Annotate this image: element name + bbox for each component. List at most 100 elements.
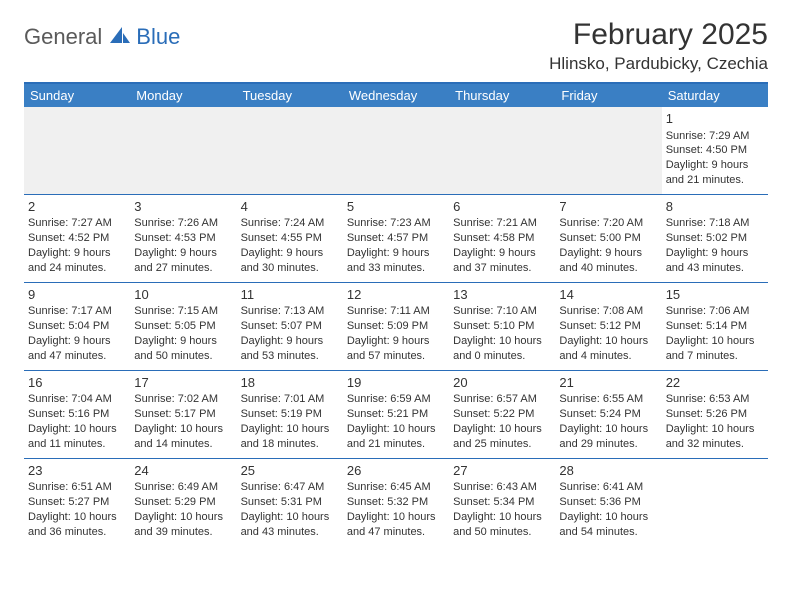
sunrise-text: Sunrise: 6:57 AM	[453, 392, 551, 407]
day-number: 21	[559, 374, 657, 392]
calendar-cell: 1Sunrise: 7:29 AMSunset: 4:50 PMDaylight…	[662, 107, 768, 194]
calendar-cell: 3Sunrise: 7:26 AMSunset: 4:53 PMDaylight…	[130, 194, 236, 282]
daylight-text: Daylight: 10 hours and 32 minutes.	[666, 422, 764, 452]
sunset-text: Sunset: 5:36 PM	[559, 495, 657, 510]
day-number: 16	[28, 374, 126, 392]
sunset-text: Sunset: 5:00 PM	[559, 231, 657, 246]
calendar-cell: 8Sunrise: 7:18 AMSunset: 5:02 PMDaylight…	[662, 194, 768, 282]
sunset-text: Sunset: 5:31 PM	[241, 495, 339, 510]
sunrise-text: Sunrise: 7:10 AM	[453, 304, 551, 319]
weekday-header: Friday	[555, 84, 661, 107]
calendar-cell: 14Sunrise: 7:08 AMSunset: 5:12 PMDayligh…	[555, 282, 661, 370]
calendar-cell: 22Sunrise: 6:53 AMSunset: 5:26 PMDayligh…	[662, 370, 768, 458]
calendar-cell	[449, 107, 555, 194]
calendar-cell: 28Sunrise: 6:41 AMSunset: 5:36 PMDayligh…	[555, 458, 661, 545]
sunrise-text: Sunrise: 7:21 AM	[453, 216, 551, 231]
calendar-cell: 24Sunrise: 6:49 AMSunset: 5:29 PMDayligh…	[130, 458, 236, 545]
calendar-cell: 6Sunrise: 7:21 AMSunset: 4:58 PMDaylight…	[449, 194, 555, 282]
calendar-cell	[662, 458, 768, 545]
calendar-cell: 25Sunrise: 6:47 AMSunset: 5:31 PMDayligh…	[237, 458, 343, 545]
sunset-text: Sunset: 4:57 PM	[347, 231, 445, 246]
sunset-text: Sunset: 5:05 PM	[134, 319, 232, 334]
weekday-header: Wednesday	[343, 84, 449, 107]
sunset-text: Sunset: 5:32 PM	[347, 495, 445, 510]
sunrise-text: Sunrise: 7:06 AM	[666, 304, 764, 319]
logo-general: General	[24, 24, 102, 50]
calendar-cell: 7Sunrise: 7:20 AMSunset: 5:00 PMDaylight…	[555, 194, 661, 282]
sunrise-text: Sunrise: 7:17 AM	[28, 304, 126, 319]
sunset-text: Sunset: 5:16 PM	[28, 407, 126, 422]
calendar-row: 2Sunrise: 7:27 AMSunset: 4:52 PMDaylight…	[24, 194, 768, 282]
day-number: 25	[241, 462, 339, 480]
sunrise-text: Sunrise: 6:49 AM	[134, 480, 232, 495]
day-number: 15	[666, 286, 764, 304]
sunset-text: Sunset: 5:10 PM	[453, 319, 551, 334]
day-number: 3	[134, 198, 232, 216]
sunset-text: Sunset: 5:22 PM	[453, 407, 551, 422]
calendar-cell: 15Sunrise: 7:06 AMSunset: 5:14 PMDayligh…	[662, 282, 768, 370]
sunset-text: Sunset: 5:04 PM	[28, 319, 126, 334]
sunset-text: Sunset: 4:52 PM	[28, 231, 126, 246]
daylight-text: Daylight: 10 hours and 54 minutes.	[559, 510, 657, 540]
sunrise-text: Sunrise: 7:11 AM	[347, 304, 445, 319]
calendar-cell: 23Sunrise: 6:51 AMSunset: 5:27 PMDayligh…	[24, 458, 130, 545]
daylight-text: Daylight: 10 hours and 50 minutes.	[453, 510, 551, 540]
calendar-row: 16Sunrise: 7:04 AMSunset: 5:16 PM Dayligh…	[24, 370, 768, 458]
day-number: 26	[347, 462, 445, 480]
day-number: 28	[559, 462, 657, 480]
daylight-text: Daylight: 10 hours and 43 minutes.	[241, 510, 339, 540]
calendar-cell: 21Sunrise: 6:55 AMSunset: 5:24 PMDayligh…	[555, 370, 661, 458]
sunset-text: Sunset: 4:58 PM	[453, 231, 551, 246]
weekday-header-row: Sunday Monday Tuesday Wednesday Thursday…	[24, 84, 768, 107]
logo-sail-icon	[108, 25, 132, 50]
day-number: 6	[453, 198, 551, 216]
day-number: 11	[241, 286, 339, 304]
daylight-text: Daylight: 10 hours and 29 minutes.	[559, 422, 657, 452]
daylight-text: Daylight: 10 hours and 39 minutes.	[134, 510, 232, 540]
sunrise-text: Sunrise: 7:20 AM	[559, 216, 657, 231]
day-number: 18	[241, 374, 339, 392]
weekday-header: Thursday	[449, 84, 555, 107]
calendar-cell	[24, 107, 130, 194]
calendar-cell: 16Sunrise: 7:04 AMSunset: 5:16 PMDayligh…	[24, 370, 130, 458]
calendar-cell: 11Sunrise: 7:13 AMSunset: 5:07 PMDayligh…	[237, 282, 343, 370]
day-number: 23	[28, 462, 126, 480]
calendar-row: 9Sunrise: 7:17 AMSunset: 5:04 PM Daylight…	[24, 282, 768, 370]
sunrise-text: Sunrise: 7:01 AM	[241, 392, 339, 407]
title-block: February 2025 Hlinsko, Pardubicky, Czech…	[549, 18, 768, 74]
calendar-cell: 2Sunrise: 7:27 AMSunset: 4:52 PMDaylight…	[24, 194, 130, 282]
day-number: 10	[134, 286, 232, 304]
weekday-header: Monday	[130, 84, 236, 107]
sunset-text: Sunset: 5:02 PM	[666, 231, 764, 246]
calendar-cell: 13Sunrise: 7:10 AMSunset: 5:10 PMDayligh…	[449, 282, 555, 370]
sunrise-text: Sunrise: 7:04 AM	[28, 392, 126, 407]
calendar-cell: 26Sunrise: 6:45 AMSunset: 5:32 PMDayligh…	[343, 458, 449, 545]
sunrise-text: Sunrise: 6:55 AM	[559, 392, 657, 407]
sunrise-text: Sunrise: 6:43 AM	[453, 480, 551, 495]
day-number: 5	[347, 198, 445, 216]
daylight-text: Daylight: 10 hours and 14 minutes.	[134, 422, 232, 452]
day-number: 9	[28, 286, 126, 304]
daylight-text: Daylight: 10 hours and 4 minutes.	[559, 334, 657, 364]
daylight-text: Daylight: 9 hours and 37 minutes.	[453, 246, 551, 276]
daylight-text: Daylight: 9 hours and 27 minutes.	[134, 246, 232, 276]
daylight-text: Daylight: 9 hours and 53 minutes.	[241, 334, 339, 364]
sunrise-text: Sunrise: 6:41 AM	[559, 480, 657, 495]
day-number: 17	[134, 374, 232, 392]
daylight-text: Daylight: 9 hours and 21 minutes.	[666, 158, 764, 188]
calendar-cell	[343, 107, 449, 194]
calendar-cell: 4Sunrise: 7:24 AMSunset: 4:55 PMDaylight…	[237, 194, 343, 282]
sunrise-text: Sunrise: 6:45 AM	[347, 480, 445, 495]
daylight-text: Daylight: 9 hours and 33 minutes.	[347, 246, 445, 276]
sunrise-text: Sunrise: 7:15 AM	[134, 304, 232, 319]
sunset-text: Sunset: 5:14 PM	[666, 319, 764, 334]
sunrise-text: Sunrise: 7:18 AM	[666, 216, 764, 231]
sunrise-text: Sunrise: 6:47 AM	[241, 480, 339, 495]
sunset-text: Sunset: 5:17 PM	[134, 407, 232, 422]
sunset-text: Sunset: 5:26 PM	[666, 407, 764, 422]
sunrise-text: Sunrise: 7:29 AM	[666, 129, 764, 144]
sunrise-text: Sunrise: 7:24 AM	[241, 216, 339, 231]
day-number: 19	[347, 374, 445, 392]
daylight-text: Daylight: 9 hours and 40 minutes.	[559, 246, 657, 276]
daylight-text: Daylight: 10 hours and 25 minutes.	[453, 422, 551, 452]
